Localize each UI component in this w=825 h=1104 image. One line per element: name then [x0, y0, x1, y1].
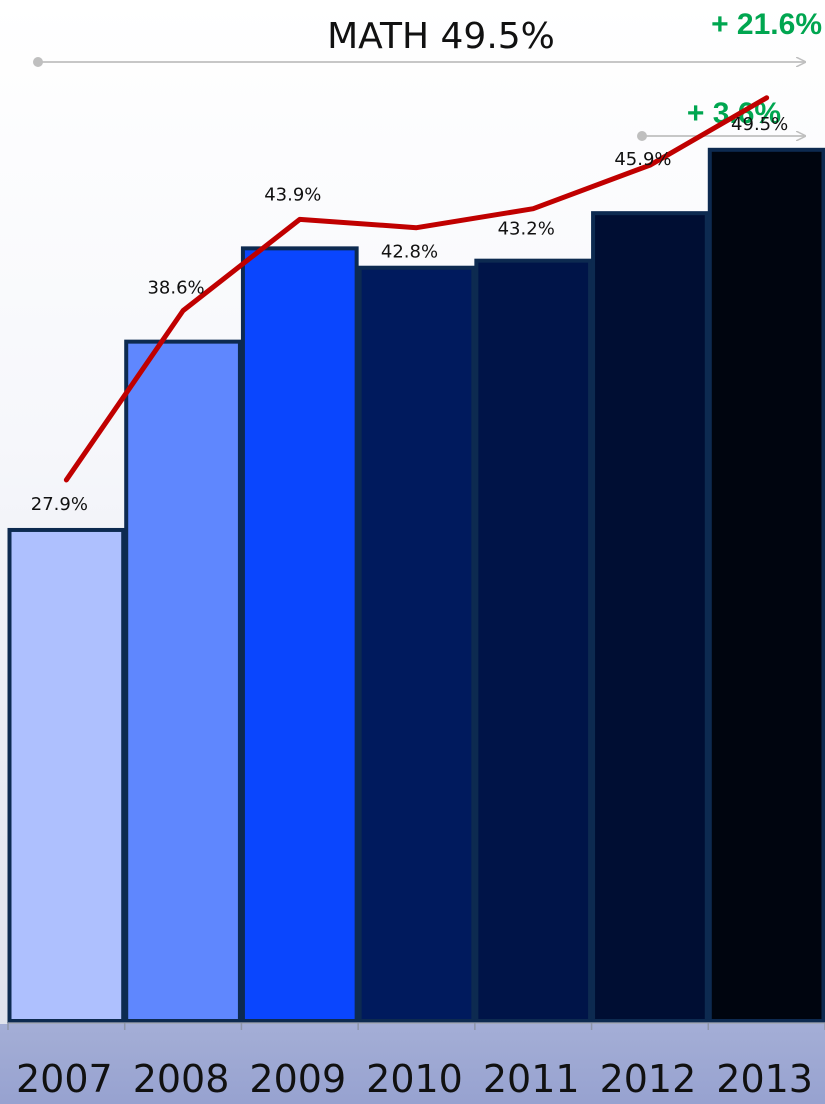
year-labels-group: 2007 2008 2009 2010 2011 2012 2013: [16, 1057, 813, 1101]
bar-2013: [707, 147, 825, 1024]
value-label-2010: 42.8%: [381, 242, 438, 263]
year-label-2009: 2009: [249, 1057, 346, 1101]
value-label-2012: 45.9%: [614, 149, 671, 170]
year-label-2012: 2012: [600, 1057, 697, 1101]
bar-2010: [357, 265, 476, 1024]
chart-title: MATH 49.5%: [327, 16, 555, 57]
bar-2009: [240, 246, 359, 1024]
total-change-annotation: + 21.6%: [33, 8, 822, 67]
value-label-2007: 27.9%: [31, 494, 88, 515]
bar-2012: [591, 211, 709, 1024]
value-label-2008: 38.6%: [147, 278, 204, 299]
value-labels-group: 27.9% 38.6% 43.9% 42.8% 43.2% 45.9% 49.5%: [31, 114, 788, 515]
trend-line-group: [63, 95, 770, 483]
total-change-label: + 21.6%: [711, 8, 822, 41]
bar-2011: [474, 258, 593, 1023]
value-label-2011: 43.2%: [498, 219, 555, 240]
bars-group: [7, 147, 825, 1024]
year-label-2008: 2008: [133, 1057, 230, 1101]
x-axis-band: [0, 1024, 825, 1104]
year-label-2013: 2013: [716, 1057, 813, 1101]
year-label-2010: 2010: [366, 1057, 463, 1101]
year-label-2007: 2007: [16, 1057, 113, 1101]
value-label-2009: 43.9%: [264, 184, 321, 205]
value-label-2013: 49.5%: [731, 114, 788, 135]
year-label-2011: 2011: [483, 1057, 580, 1101]
bar-2008: [124, 339, 242, 1023]
bar-2007: [7, 527, 126, 1024]
recent-change-label: + 3.6%: [687, 97, 781, 130]
trend-line: [63, 95, 770, 483]
x-axis: [7, 1022, 825, 1030]
recent-change-annotation: + 3.6%: [637, 97, 805, 141]
